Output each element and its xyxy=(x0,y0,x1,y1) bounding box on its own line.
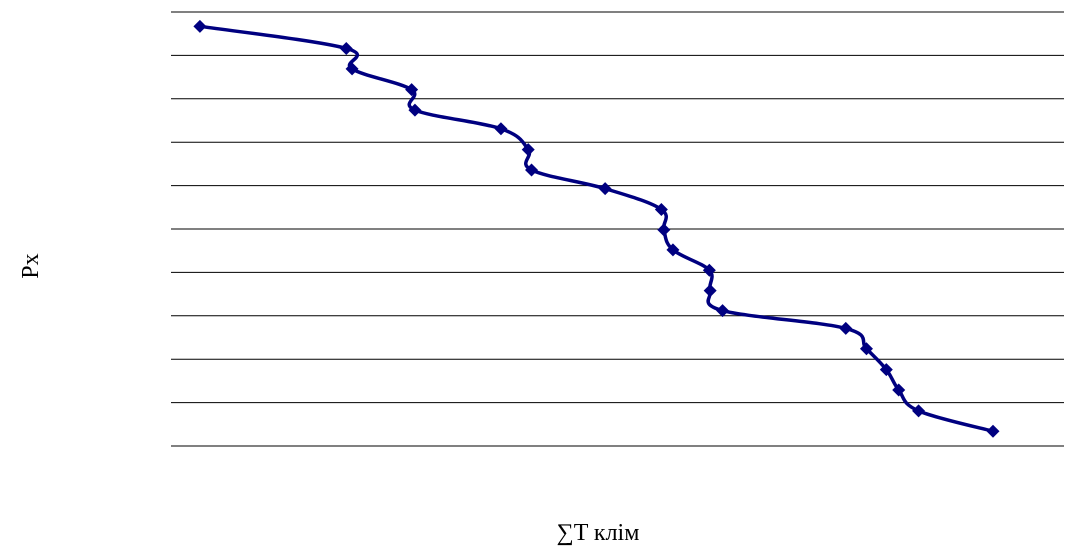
series-layer xyxy=(193,19,1000,438)
data-point-marker xyxy=(703,284,717,298)
data-point-marker xyxy=(702,263,716,277)
data-point-marker xyxy=(716,304,730,318)
y-axis-label: Px xyxy=(18,253,44,278)
data-point-marker xyxy=(521,143,535,157)
data-point-marker xyxy=(859,342,873,356)
data-point-marker xyxy=(494,122,508,136)
data-point-marker xyxy=(657,223,671,237)
data-point-marker xyxy=(345,62,359,76)
data-point-marker xyxy=(408,103,422,117)
data-point-marker xyxy=(912,404,926,418)
data-point-marker xyxy=(654,202,668,216)
data-point-marker xyxy=(879,363,893,377)
x-axis-label: ∑T клім xyxy=(557,520,640,546)
data-point-marker xyxy=(193,19,207,33)
data-point-marker xyxy=(598,182,612,196)
data-point-marker xyxy=(892,383,906,397)
data-point-marker xyxy=(839,321,853,335)
data-point-marker xyxy=(986,424,1000,438)
data-point-marker xyxy=(525,163,539,177)
data-point-marker xyxy=(339,41,353,55)
data-point-marker xyxy=(405,83,419,97)
data-point-marker xyxy=(666,243,680,257)
gridlines xyxy=(171,11,1064,447)
